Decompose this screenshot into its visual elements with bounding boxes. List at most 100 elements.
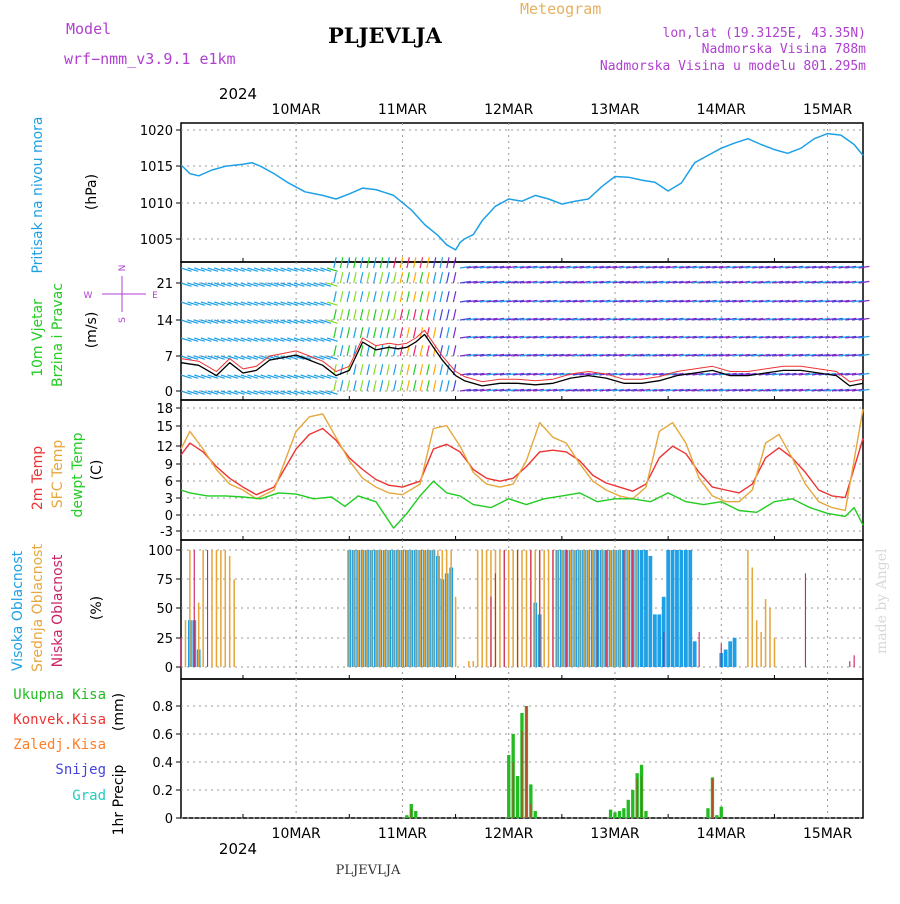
wind-arrow: [379, 272, 384, 284]
wind-arrow: [825, 280, 837, 284]
wind-arrow: [379, 364, 384, 376]
wind-arrow: [579, 335, 591, 339]
wind-arrow: [406, 309, 410, 321]
wind-arrow: [632, 372, 644, 376]
wind-arrow: [831, 388, 843, 392]
wind-arrow: [187, 319, 199, 324]
wind-arrow: [705, 388, 717, 392]
wind-arrow: [639, 372, 651, 376]
wind-arrow: [493, 317, 505, 321]
cloud-bar: [609, 550, 612, 667]
wind-arrow: [247, 282, 259, 287]
wind-arrow: [419, 257, 424, 269]
wind-arrow: [705, 335, 717, 339]
wind-arrow: [792, 317, 804, 321]
wind-arrow: [194, 301, 205, 306]
wind-arrow: [253, 390, 265, 395]
precip-bar: [507, 755, 511, 818]
wind-arrow: [300, 282, 312, 287]
wind-arrow: [432, 364, 437, 376]
wind-arrow: [612, 265, 624, 269]
wind-arrow: [619, 280, 631, 284]
wind-arrow: [606, 265, 618, 269]
wind-arrow: [366, 272, 370, 284]
wind-arrow: [506, 317, 518, 321]
wind-arrow: [426, 309, 430, 321]
wind-arrow: [552, 335, 564, 339]
wind-arrow: [798, 265, 810, 269]
wind-arrow: [785, 335, 797, 339]
cloud-bar: [357, 550, 359, 667]
wind-arrow: [233, 337, 245, 342]
wind-arrow: [552, 388, 564, 392]
wind-arrow: [227, 301, 239, 306]
wind-arrow: [765, 388, 777, 392]
wind-arrow: [645, 317, 657, 321]
cloud-bar: [764, 599, 767, 667]
wind-arrow: [606, 317, 618, 321]
wind-arrow: [412, 257, 417, 269]
wind-arrow: [273, 390, 285, 395]
precip-bar: [529, 784, 533, 818]
wind-arrow: [805, 299, 817, 303]
wind-arrow: [612, 280, 624, 284]
wind-arrow: [772, 388, 784, 392]
wind-arrow: [339, 257, 344, 269]
wind-arrow: [247, 355, 259, 360]
wind-arrow: [778, 335, 790, 339]
precip-tick-label: 0.8: [152, 700, 173, 715]
wind-arrow: [446, 309, 450, 321]
wind-arrow: [572, 317, 584, 321]
wind-arrow: [526, 265, 538, 269]
wind-arrow: [207, 319, 219, 324]
wind-arrow: [227, 355, 239, 360]
wind-arrow: [798, 353, 810, 357]
wind-arrow: [818, 317, 830, 321]
wind-arrow: [386, 309, 390, 321]
wind-panel: 0 7 14 21: [156, 257, 870, 401]
cloud-bar: [587, 550, 590, 667]
cloud-bar: [366, 550, 368, 667]
wind-arrow: [825, 317, 837, 321]
wind-arrow: [446, 345, 450, 357]
cloud-bar: [375, 550, 377, 667]
wind-arrow: [612, 372, 624, 376]
wind-arrow: [486, 353, 498, 357]
wind-arrow: [665, 372, 677, 376]
wind-arrow: [672, 265, 684, 269]
wind-arrow: [659, 299, 671, 303]
wind-arrow: [579, 372, 591, 376]
wind-arrow: [732, 335, 744, 339]
wind-arrow: [479, 299, 491, 303]
cloud-bar: [547, 550, 550, 667]
wind-arrow: [533, 265, 544, 269]
precip-legend-frz: Zaledj.Kisa: [13, 737, 106, 753]
precip-bar: [644, 811, 648, 818]
wind-arrow: [426, 364, 430, 376]
wind-arrow: [798, 335, 810, 339]
wind-arrow: [539, 299, 551, 303]
wind-arrow: [479, 280, 491, 284]
wind-arrow: [486, 265, 498, 269]
wind-arrow: [672, 372, 684, 376]
wind-arrow: [559, 265, 571, 269]
wind-arrow: [446, 364, 450, 376]
wind-arrow: [851, 317, 863, 321]
wind-arrow: [719, 299, 730, 303]
wind-arrow: [586, 299, 598, 303]
wind-arrow: [592, 265, 604, 269]
wind-arrow: [479, 335, 491, 339]
wind-arrow: [499, 372, 511, 376]
wind-arrow: [845, 280, 857, 284]
wind-arrow: [665, 265, 677, 269]
wind-arrow: [851, 388, 863, 392]
wind-arrow: [412, 345, 417, 357]
wind-arrow: [473, 299, 485, 303]
wind-arrow: [466, 317, 478, 321]
wind-arrow: [732, 280, 744, 284]
wind-arrow: [439, 327, 444, 339]
wind-arrow: [778, 265, 790, 269]
wind-arrow: [606, 280, 618, 284]
precip-bar: [719, 806, 723, 818]
wind-arrow: [439, 257, 444, 269]
